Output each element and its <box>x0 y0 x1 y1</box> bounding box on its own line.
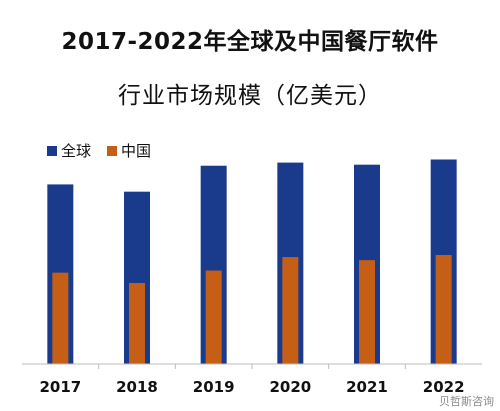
legend-label-global: 全球 <box>61 142 91 160</box>
x-tick-label-2018: 2018 <box>116 378 158 396</box>
legend-label-china: 中国 <box>121 142 151 160</box>
bar-china-2022 <box>435 255 452 364</box>
bar-china-2018 <box>129 283 145 364</box>
watermark-text: 贝哲斯咨询 <box>439 395 494 408</box>
legend-swatch-global <box>47 146 57 156</box>
x-tick-label-2017: 2017 <box>39 378 81 396</box>
x-tick-label-2020: 2020 <box>269 378 311 396</box>
bar-china-2021 <box>359 260 375 364</box>
bar-china-2017 <box>52 272 69 364</box>
x-tick-label-2022: 2022 <box>423 378 465 396</box>
bar-china-2020 <box>282 257 299 364</box>
x-tick-label-2021: 2021 <box>346 378 388 396</box>
legend-swatch-china <box>107 146 117 156</box>
x-tick-label-2019: 2019 <box>193 378 235 396</box>
chart-title-line2: 行业市场规模（亿美元） <box>118 83 382 109</box>
chart-title-line1: 2017-2022年全球及中国餐厅软件 <box>61 29 439 55</box>
bar-china-2019 <box>205 270 222 364</box>
